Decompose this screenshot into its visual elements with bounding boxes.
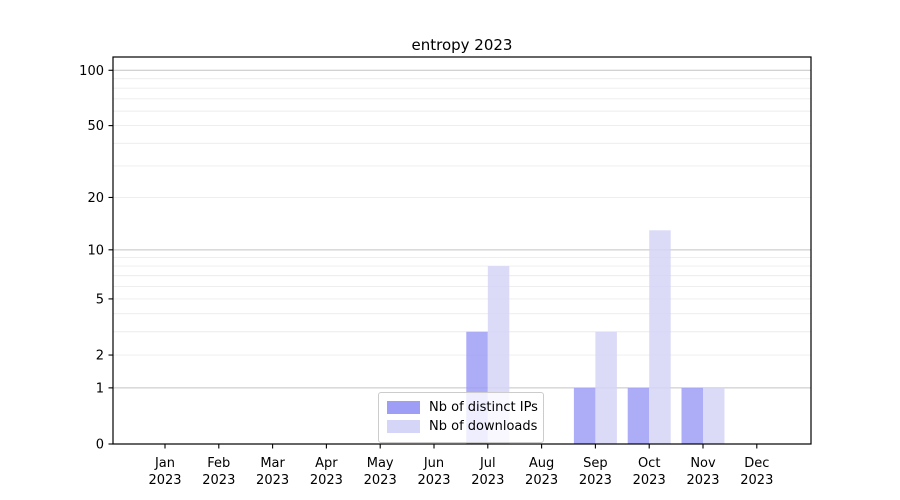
legend-swatch-distinct-ips: [387, 401, 420, 414]
x-tick-label-month: May: [367, 456, 394, 471]
y-tick-label: 100: [79, 64, 104, 79]
y-tick-label: 20: [87, 191, 104, 206]
x-tick-label-year: 2023: [202, 473, 235, 488]
x-tick-label-month: Oct: [638, 456, 660, 471]
x-tick-label-year: 2023: [633, 473, 666, 488]
x-tick-label-year: 2023: [310, 473, 343, 488]
y-tick-label: 5: [96, 292, 104, 307]
x-tick-label-month: Apr: [315, 456, 338, 471]
x-tick-label-year: 2023: [579, 473, 612, 488]
y-tick-label: 0: [96, 438, 104, 453]
x-tick-label-month: Jul: [479, 456, 496, 471]
x-tick-label-month: Sep: [583, 456, 608, 471]
x-tick-label-month: Aug: [529, 456, 554, 471]
bar-distinct-ips-nov: [681, 387, 703, 444]
bar-downloads-sep: [595, 331, 617, 444]
x-tick-label-year: 2023: [686, 473, 719, 488]
y-tick-label: 50: [87, 119, 104, 134]
bar-distinct-ips-sep: [573, 387, 596, 444]
axis-frame: [112, 56, 812, 445]
y-tick-label: 2: [96, 349, 104, 364]
x-tick-label-year: 2023: [364, 473, 397, 488]
x-tick-label-month: Nov: [690, 456, 716, 471]
legend-label-distinct-ips: Nb of distinct IPs: [429, 400, 538, 415]
x-tick-label-year: 2023: [148, 473, 181, 488]
x-tick-label-month: Jun: [423, 456, 444, 471]
legend-row-distinct-ips: Nb of distinct IPs: [387, 398, 538, 417]
x-tick-label-year: 2023: [471, 473, 504, 488]
x-tick-label-month: Jan: [154, 456, 175, 471]
bar-downloads-nov: [703, 387, 725, 444]
y-tick-label: 1: [96, 381, 104, 396]
x-tick-label-year: 2023: [256, 473, 289, 488]
legend-label-downloads: Nb of downloads: [429, 419, 538, 434]
legend-swatch-downloads: [387, 420, 420, 433]
x-tick-label-month: Feb: [207, 456, 230, 471]
bar-downloads-oct: [649, 230, 671, 444]
chart-title: entropy 2023: [411, 36, 513, 54]
y-tick-label: 10: [87, 243, 104, 258]
x-tick-label-year: 2023: [525, 473, 558, 488]
legend: Nb of distinct IPs Nb of downloads: [378, 392, 544, 443]
x-tick-label-month: Mar: [260, 456, 285, 471]
x-tick-label-year: 2023: [417, 473, 450, 488]
x-tick-label-year: 2023: [740, 473, 773, 488]
bar-distinct-ips-oct: [627, 387, 650, 444]
legend-row-downloads: Nb of downloads: [387, 417, 538, 436]
x-tick-label-month: Dec: [744, 456, 769, 471]
